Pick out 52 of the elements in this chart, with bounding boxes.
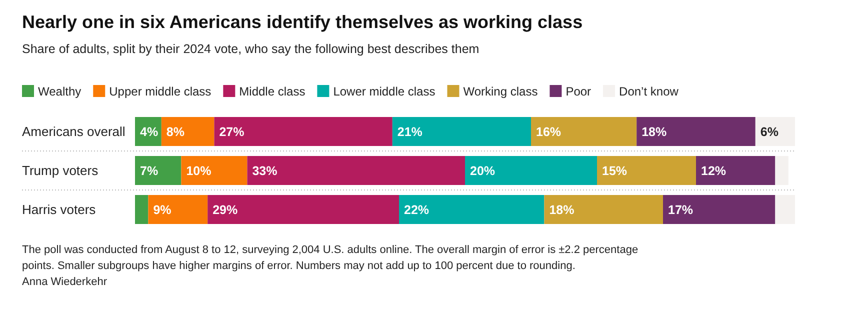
data-label: 33% xyxy=(252,164,278,178)
legend-label: Middle class xyxy=(239,84,306,98)
chart-title: Nearly one in six Americans identify themselves as working class xyxy=(22,12,583,32)
data-label: 7% xyxy=(140,164,158,178)
bar xyxy=(247,156,465,185)
chart-subtitle: Share of adults, split by their 2024 vote, who say the following best describes them xyxy=(22,42,480,56)
bar xyxy=(597,156,696,185)
data-label: 8% xyxy=(166,125,184,139)
bar xyxy=(161,117,214,146)
bar xyxy=(775,156,788,185)
data-label: 18% xyxy=(642,125,667,139)
data-label: 17% xyxy=(668,203,694,217)
bar xyxy=(208,195,399,224)
legend-label: Upper middle class xyxy=(109,84,212,98)
bar xyxy=(214,117,392,146)
legend-label: Wealthy xyxy=(38,84,82,98)
bar xyxy=(392,117,531,146)
bar xyxy=(544,195,663,224)
bar xyxy=(148,195,208,224)
data-label: 9% xyxy=(153,203,172,217)
data-label: 16% xyxy=(536,125,562,139)
bar xyxy=(399,195,544,224)
bar xyxy=(775,195,795,224)
data-label: 21% xyxy=(397,125,422,139)
data-label: 27% xyxy=(219,125,244,139)
bar xyxy=(531,117,637,146)
data-label: 29% xyxy=(212,203,238,217)
bar xyxy=(663,195,776,224)
legend-label: Poor xyxy=(566,84,592,98)
y-tick-label: Trump voters xyxy=(22,163,99,178)
text: Anna Wiederkehr xyxy=(22,276,108,288)
bar xyxy=(181,156,248,185)
data-label: 10% xyxy=(186,164,212,178)
bar xyxy=(636,117,756,146)
legend-label: Lower middle class xyxy=(333,84,436,98)
legend-label: Working class xyxy=(463,84,538,98)
data-label: 6% xyxy=(760,125,778,139)
legend-label: Don’t know xyxy=(619,84,679,98)
bar xyxy=(755,117,795,146)
text: The poll was conducted from August 8 to 12, surveying 2,004 U.S. adults online. The overall margin of error is ±2.2 percentage points. Smaller subgroups have higher margins of error. Numbers may not add up to 100 percent due to rounding. xyxy=(22,244,638,272)
data-label: 18% xyxy=(549,203,574,217)
data-label: 4% xyxy=(140,125,158,139)
bar xyxy=(696,156,776,185)
data-label: 22% xyxy=(404,203,430,217)
data-label: 12% xyxy=(701,164,726,178)
bar xyxy=(135,195,148,224)
y-tick-label: Americans overall xyxy=(22,124,126,139)
bar xyxy=(465,156,597,185)
bar xyxy=(135,156,182,185)
data-label: 20% xyxy=(470,164,496,178)
y-tick-label: Harris voters xyxy=(22,202,96,217)
data-label: 15% xyxy=(602,164,628,178)
